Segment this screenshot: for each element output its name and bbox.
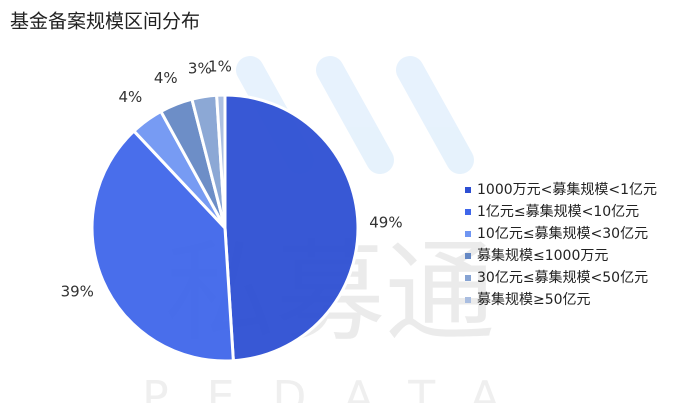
legend-marker: [465, 187, 471, 193]
legend-label: 30亿元≤募集规模<50亿元: [477, 269, 648, 286]
data-label: 3%: [188, 59, 212, 77]
legend-marker: [465, 275, 471, 281]
legend-label: 1000万元<募集规模<1亿元: [477, 181, 657, 198]
watermark-subtitle: PEDATA: [142, 372, 538, 403]
legend-marker: [465, 231, 471, 237]
pie-slice: [223, 93, 360, 363]
legend-label: 募集规模≥50亿元: [477, 291, 591, 308]
chart-title: 基金备案规模区间分布: [10, 11, 200, 33]
data-label: 49%: [369, 213, 402, 231]
data-label: 39%: [61, 282, 94, 300]
pie-slice: [215, 93, 227, 229]
data-label: 4%: [154, 69, 178, 87]
legend-label: 10亿元≤募集规模<30亿元: [477, 225, 648, 242]
legend-marker: [465, 253, 471, 259]
legend-label: 1亿元≤募集规模<10亿元: [477, 203, 639, 220]
data-label: 1%: [208, 58, 232, 76]
pie-slice: [90, 128, 235, 363]
legend-marker: [465, 297, 471, 303]
data-label: 4%: [118, 88, 142, 106]
legend-label: 募集规模≤1000万元: [477, 247, 608, 264]
legend-marker: [465, 209, 471, 215]
